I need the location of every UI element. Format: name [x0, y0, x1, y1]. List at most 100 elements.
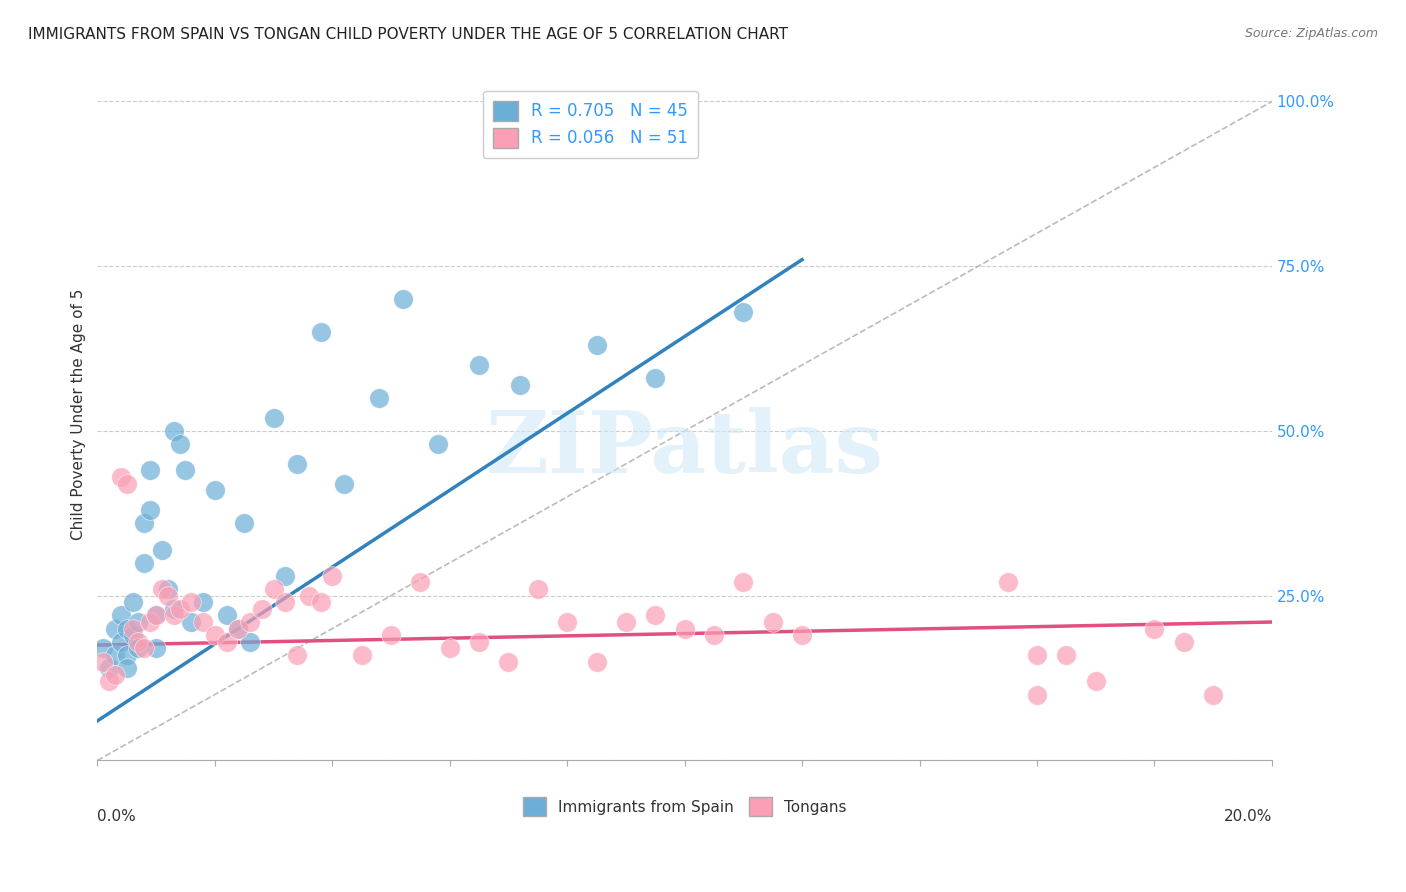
Point — [156, 582, 179, 596]
Point — [233, 516, 256, 531]
Point — [298, 589, 321, 603]
Text: IMMIGRANTS FROM SPAIN VS TONGAN CHILD POVERTY UNDER THE AGE OF 5 CORRELATION CHA: IMMIGRANTS FROM SPAIN VS TONGAN CHILD PO… — [28, 27, 789, 42]
Point — [163, 608, 186, 623]
Point — [104, 667, 127, 681]
Point — [703, 628, 725, 642]
Point — [468, 634, 491, 648]
Text: Source: ZipAtlas.com: Source: ZipAtlas.com — [1244, 27, 1378, 40]
Point — [110, 470, 132, 484]
Point — [163, 424, 186, 438]
Point — [139, 463, 162, 477]
Point — [139, 615, 162, 629]
Point — [191, 615, 214, 629]
Point — [121, 595, 143, 609]
Point — [733, 305, 755, 319]
Point — [250, 602, 273, 616]
Point — [115, 476, 138, 491]
Point — [409, 575, 432, 590]
Point — [427, 437, 450, 451]
Point — [127, 641, 149, 656]
Point — [509, 377, 531, 392]
Point — [169, 602, 191, 616]
Point — [614, 615, 637, 629]
Point — [150, 582, 173, 596]
Point — [1173, 634, 1195, 648]
Point — [1026, 648, 1049, 662]
Point — [239, 615, 262, 629]
Point — [115, 648, 138, 662]
Point — [127, 634, 149, 648]
Point — [145, 641, 167, 656]
Point — [263, 410, 285, 425]
Point — [527, 582, 550, 596]
Point — [134, 516, 156, 531]
Point — [285, 457, 308, 471]
Point — [134, 641, 156, 656]
Point — [468, 358, 491, 372]
Point — [174, 463, 197, 477]
Point — [997, 575, 1019, 590]
Point — [98, 674, 121, 689]
Text: 20.0%: 20.0% — [1223, 809, 1272, 824]
Point — [191, 595, 214, 609]
Y-axis label: Child Poverty Under the Age of 5: Child Poverty Under the Age of 5 — [72, 289, 86, 541]
Point — [1026, 688, 1049, 702]
Point — [121, 622, 143, 636]
Point — [673, 622, 696, 636]
Point — [145, 608, 167, 623]
Point — [274, 569, 297, 583]
Point — [309, 325, 332, 339]
Point — [263, 582, 285, 596]
Point — [555, 615, 578, 629]
Legend: Immigrants from Spain, Tongans: Immigrants from Spain, Tongans — [516, 791, 852, 822]
Point — [134, 556, 156, 570]
Point — [585, 655, 607, 669]
Point — [115, 622, 138, 636]
Point — [156, 589, 179, 603]
Point — [91, 655, 114, 669]
Point — [274, 595, 297, 609]
Point — [180, 615, 202, 629]
Point — [239, 634, 262, 648]
Point — [215, 634, 238, 648]
Point — [321, 569, 343, 583]
Point — [1054, 648, 1077, 662]
Point — [180, 595, 202, 609]
Point — [204, 628, 226, 642]
Point — [150, 542, 173, 557]
Point — [790, 628, 813, 642]
Point — [204, 483, 226, 498]
Text: 0.0%: 0.0% — [97, 809, 136, 824]
Point — [163, 602, 186, 616]
Point — [309, 595, 332, 609]
Point — [368, 391, 391, 405]
Point — [139, 503, 162, 517]
Point — [350, 648, 373, 662]
Point — [285, 648, 308, 662]
Point — [644, 608, 666, 623]
Point — [169, 437, 191, 451]
Point — [110, 634, 132, 648]
Point — [380, 628, 402, 642]
Point — [762, 615, 785, 629]
Point — [91, 641, 114, 656]
Point — [145, 608, 167, 623]
Point — [115, 661, 138, 675]
Point — [333, 476, 356, 491]
Point — [226, 622, 249, 636]
Point — [644, 371, 666, 385]
Point — [104, 622, 127, 636]
Point — [498, 655, 520, 669]
Point — [391, 292, 413, 306]
Point — [1202, 688, 1225, 702]
Point — [104, 648, 127, 662]
Point — [98, 661, 121, 675]
Point — [110, 608, 132, 623]
Point — [733, 575, 755, 590]
Point — [1143, 622, 1166, 636]
Point — [215, 608, 238, 623]
Text: ZIPatlas: ZIPatlas — [485, 407, 883, 491]
Point — [127, 615, 149, 629]
Point — [585, 338, 607, 352]
Point — [439, 641, 461, 656]
